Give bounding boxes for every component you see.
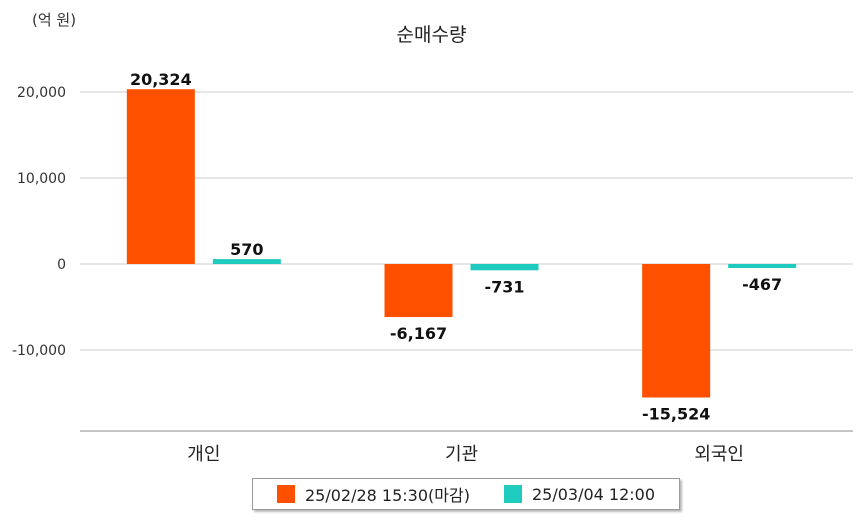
legend-swatch-series-1 (276, 485, 295, 503)
bar (212, 259, 281, 264)
x-category-label: 외국인 (694, 444, 744, 465)
data-label: -6,167 (390, 324, 447, 343)
data-label: -467 (742, 275, 782, 294)
y-tick-label: 10,000 (17, 171, 66, 187)
data-label: -731 (484, 277, 524, 296)
x-category-label: 개인 (187, 444, 220, 465)
legend: 25/02/28 15:30(마감) 25/03/04 12:00 (252, 478, 680, 510)
bar (728, 264, 797, 269)
legend-label-series-2: 25/03/04 12:00 (531, 484, 656, 504)
legend-label-series-1: 25/02/28 15:30(마감) (304, 486, 470, 505)
unit-label: (억 원) (32, 11, 77, 29)
legend-swatch-series-2 (503, 485, 522, 503)
data-label: -15,524 (642, 405, 710, 424)
data-label: 20,324 (130, 70, 192, 89)
bar-chart: 20,000 10,000 0 -10,000 20,324 570 개인 -6,167 -73… (12, 70, 853, 465)
legend-item-series-1[interactable]: 25/02/28 15:30(마감) (276, 482, 470, 506)
legend-item-series-2[interactable]: 25/03/04 12:00 (503, 484, 656, 504)
bar (384, 264, 453, 318)
y-tick-label: 0 (57, 257, 66, 273)
chart-title: 순매수량 (396, 24, 467, 46)
bar (642, 264, 711, 398)
x-category-label: 기관 (445, 444, 478, 465)
data-label: 570 (230, 240, 263, 259)
y-tick-label: -10,000 (12, 343, 66, 359)
bar (126, 89, 195, 265)
y-tick-label: 20,000 (17, 85, 66, 101)
bar (470, 264, 539, 271)
